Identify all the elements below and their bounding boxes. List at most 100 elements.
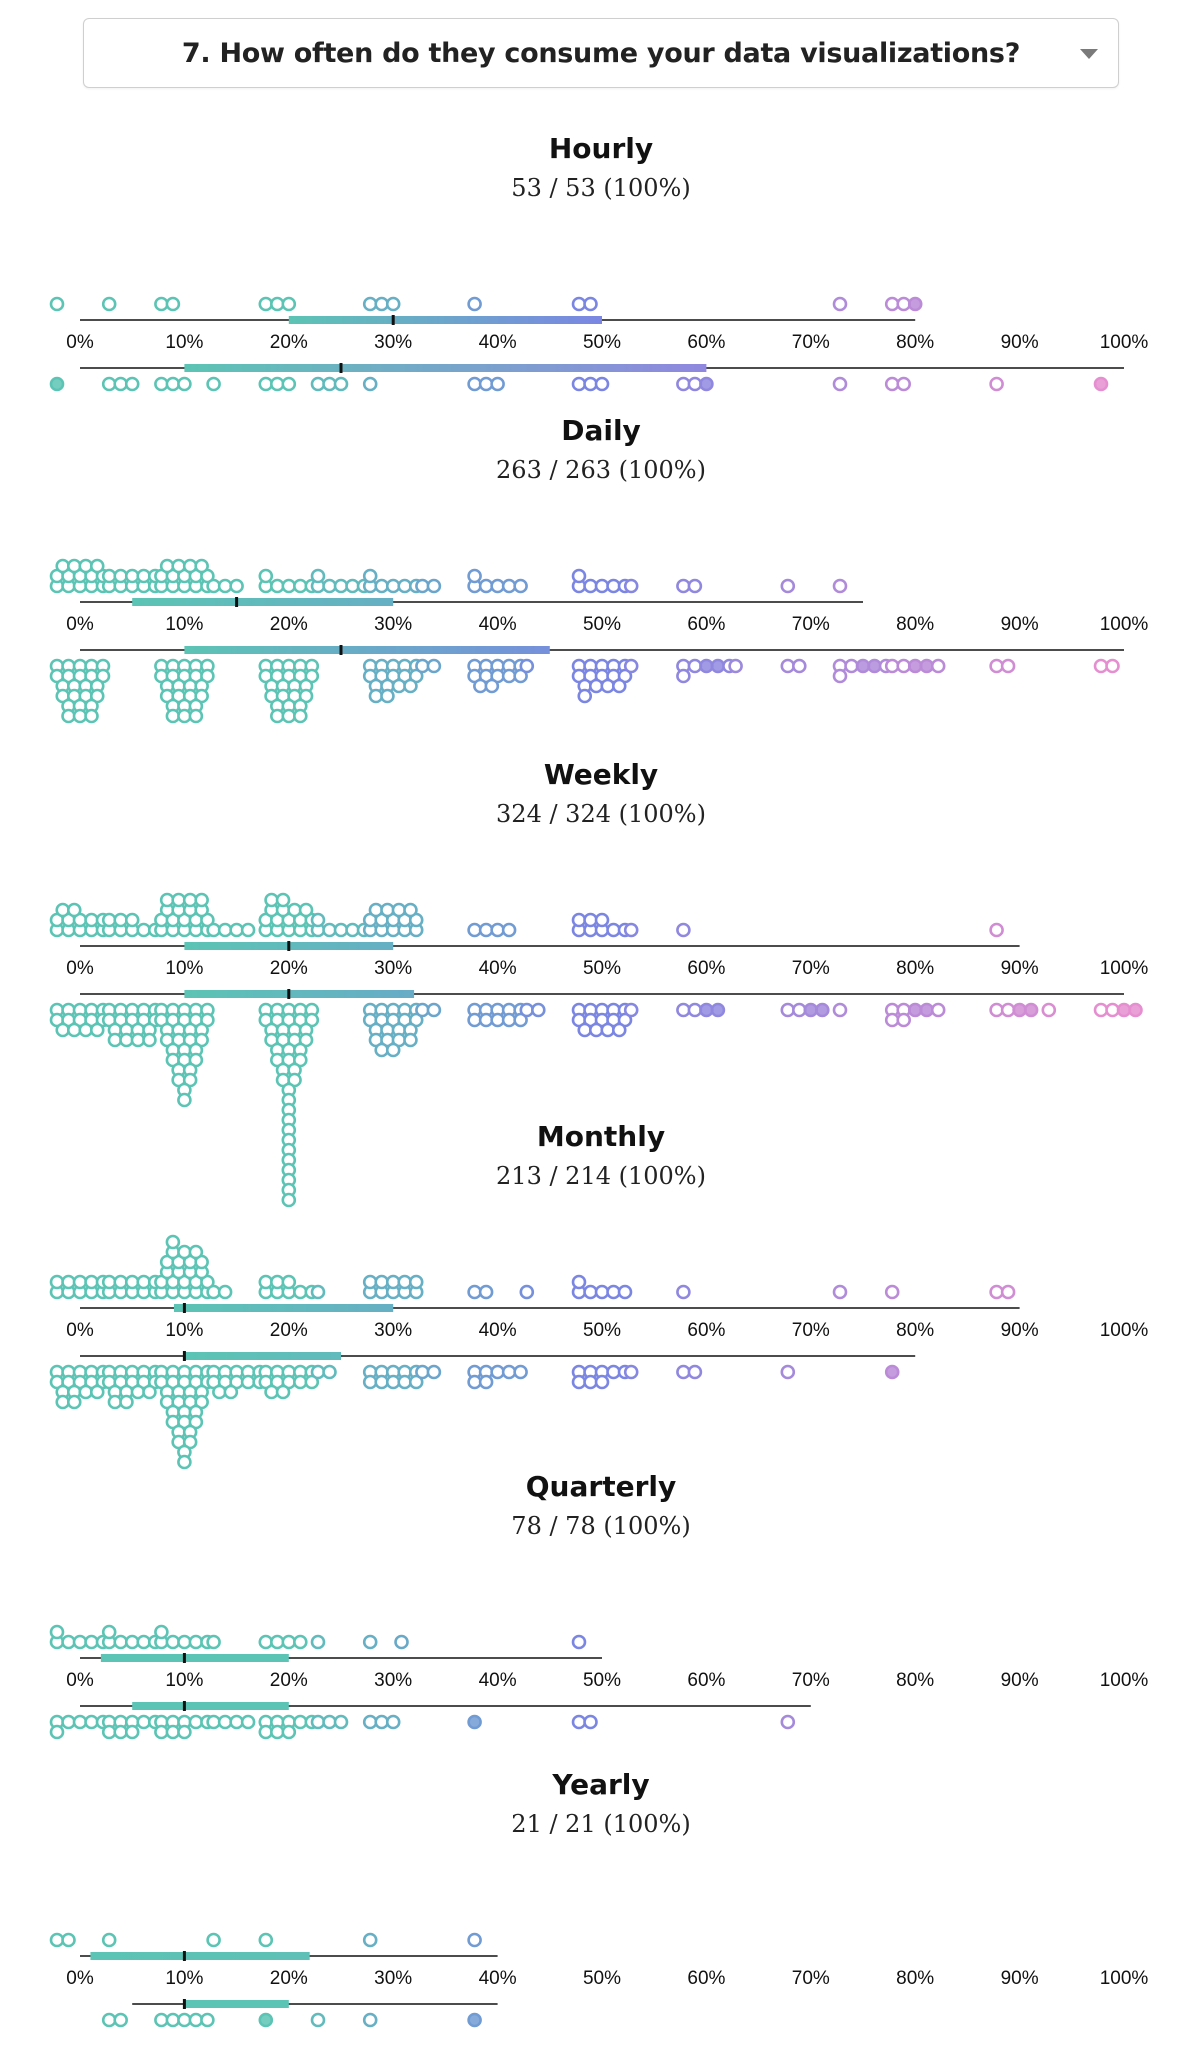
bottom-dots-2 bbox=[49, 989, 1143, 1208]
median-marker bbox=[235, 597, 239, 607]
section-title: Weekly bbox=[543, 758, 659, 791]
tick-label: 70% bbox=[792, 958, 830, 979]
data-point bbox=[1128, 1002, 1143, 1018]
data-point bbox=[107, 1394, 123, 1410]
question-select[interactable]: 7. How often do they consume your data v… bbox=[83, 18, 1119, 88]
section-title: Monthly bbox=[536, 1120, 666, 1153]
data-point bbox=[206, 1634, 221, 1650]
data-point bbox=[1041, 1002, 1057, 1018]
data-point bbox=[49, 296, 65, 312]
data-point bbox=[333, 1714, 349, 1730]
data-point bbox=[513, 578, 528, 594]
data-point bbox=[159, 558, 175, 574]
interquartile-bar bbox=[132, 1702, 289, 1710]
data-point bbox=[907, 296, 923, 312]
data-point bbox=[66, 1394, 82, 1410]
data-point bbox=[385, 1042, 401, 1058]
data-point bbox=[154, 1724, 169, 1740]
tick-label: 50% bbox=[583, 1320, 621, 1341]
tick-label: 50% bbox=[583, 332, 621, 353]
data-point bbox=[780, 578, 796, 594]
section-title: Yearly bbox=[552, 1768, 650, 1801]
data-point bbox=[165, 376, 181, 392]
data-point bbox=[814, 1002, 830, 1018]
data-point bbox=[594, 376, 610, 392]
data-point bbox=[194, 892, 209, 908]
data-point bbox=[229, 578, 244, 594]
data-point bbox=[154, 2012, 169, 2028]
data-point bbox=[61, 1274, 76, 1290]
data-point bbox=[240, 1714, 256, 1730]
data-point bbox=[188, 1244, 204, 1260]
data-point bbox=[583, 296, 598, 312]
data-point bbox=[182, 558, 198, 574]
tick-label: 0% bbox=[66, 1968, 94, 1989]
data-point bbox=[322, 1364, 337, 1380]
top-dots-2 bbox=[49, 892, 1020, 951]
tick-label: 30% bbox=[374, 958, 412, 979]
data-point bbox=[611, 678, 627, 694]
tick-label: 80% bbox=[896, 958, 934, 979]
data-point bbox=[154, 376, 169, 392]
data-point bbox=[188, 2012, 204, 2028]
tick-label: 60% bbox=[687, 614, 725, 635]
data-point bbox=[832, 578, 848, 594]
data-point bbox=[623, 922, 639, 938]
chevron-down-icon[interactable] bbox=[1080, 49, 1098, 59]
data-point bbox=[676, 922, 691, 938]
data-point bbox=[623, 578, 639, 594]
tick-label: 70% bbox=[792, 1320, 830, 1341]
data-point bbox=[177, 2012, 192, 2028]
data-point bbox=[101, 1624, 117, 1640]
data-point bbox=[513, 1364, 528, 1380]
tick-label: 100% bbox=[1100, 332, 1149, 353]
data-point bbox=[171, 892, 186, 908]
data-point bbox=[362, 568, 378, 584]
data-point bbox=[188, 1714, 204, 1730]
data-point bbox=[61, 708, 76, 724]
tick-label: 90% bbox=[1001, 1670, 1039, 1691]
tick-label: 100% bbox=[1100, 958, 1149, 979]
data-point bbox=[780, 1714, 796, 1730]
tick-label: 10% bbox=[165, 1320, 203, 1341]
data-point bbox=[676, 1284, 691, 1300]
data-point bbox=[832, 1002, 848, 1018]
tick-label: 10% bbox=[165, 958, 203, 979]
median-marker bbox=[339, 645, 343, 655]
data-point bbox=[177, 376, 192, 392]
data-point bbox=[832, 668, 848, 684]
bottom-dots-5 bbox=[101, 1999, 498, 2028]
data-point bbox=[258, 568, 274, 584]
data-point bbox=[530, 1002, 546, 1018]
data-point bbox=[571, 1274, 587, 1290]
data-point bbox=[194, 558, 209, 574]
data-point bbox=[113, 1274, 128, 1290]
data-point bbox=[84, 1634, 99, 1650]
data-point bbox=[159, 892, 175, 908]
data-point bbox=[385, 1714, 401, 1730]
data-point bbox=[72, 1634, 88, 1650]
data-point bbox=[119, 1394, 134, 1410]
median-marker bbox=[339, 363, 343, 373]
tick-label: 20% bbox=[270, 1968, 308, 1989]
tick-label: 40% bbox=[479, 958, 517, 979]
data-point bbox=[217, 578, 233, 594]
tick-label: 50% bbox=[583, 614, 621, 635]
data-point bbox=[380, 688, 395, 704]
data-point bbox=[229, 1714, 244, 1730]
median-marker bbox=[287, 941, 291, 951]
data-point bbox=[124, 1274, 140, 1290]
top-dots-1 bbox=[49, 558, 863, 607]
data-point bbox=[142, 1032, 157, 1048]
dotplot-monthly: 0% 10% 20% 30% 40% 50% 60% 70% 80% 90% 100% bbox=[49, 1234, 1148, 1470]
data-point bbox=[1105, 658, 1120, 674]
data-point bbox=[72, 1714, 88, 1730]
data-point bbox=[101, 912, 117, 928]
data-point bbox=[61, 1714, 76, 1730]
tick-label: 60% bbox=[687, 1670, 725, 1691]
data-point bbox=[884, 1364, 900, 1380]
data-point bbox=[611, 1022, 627, 1038]
data-point bbox=[884, 1284, 900, 1300]
section-count: 263 / 263 (100%) bbox=[496, 456, 706, 484]
data-point bbox=[89, 558, 105, 574]
